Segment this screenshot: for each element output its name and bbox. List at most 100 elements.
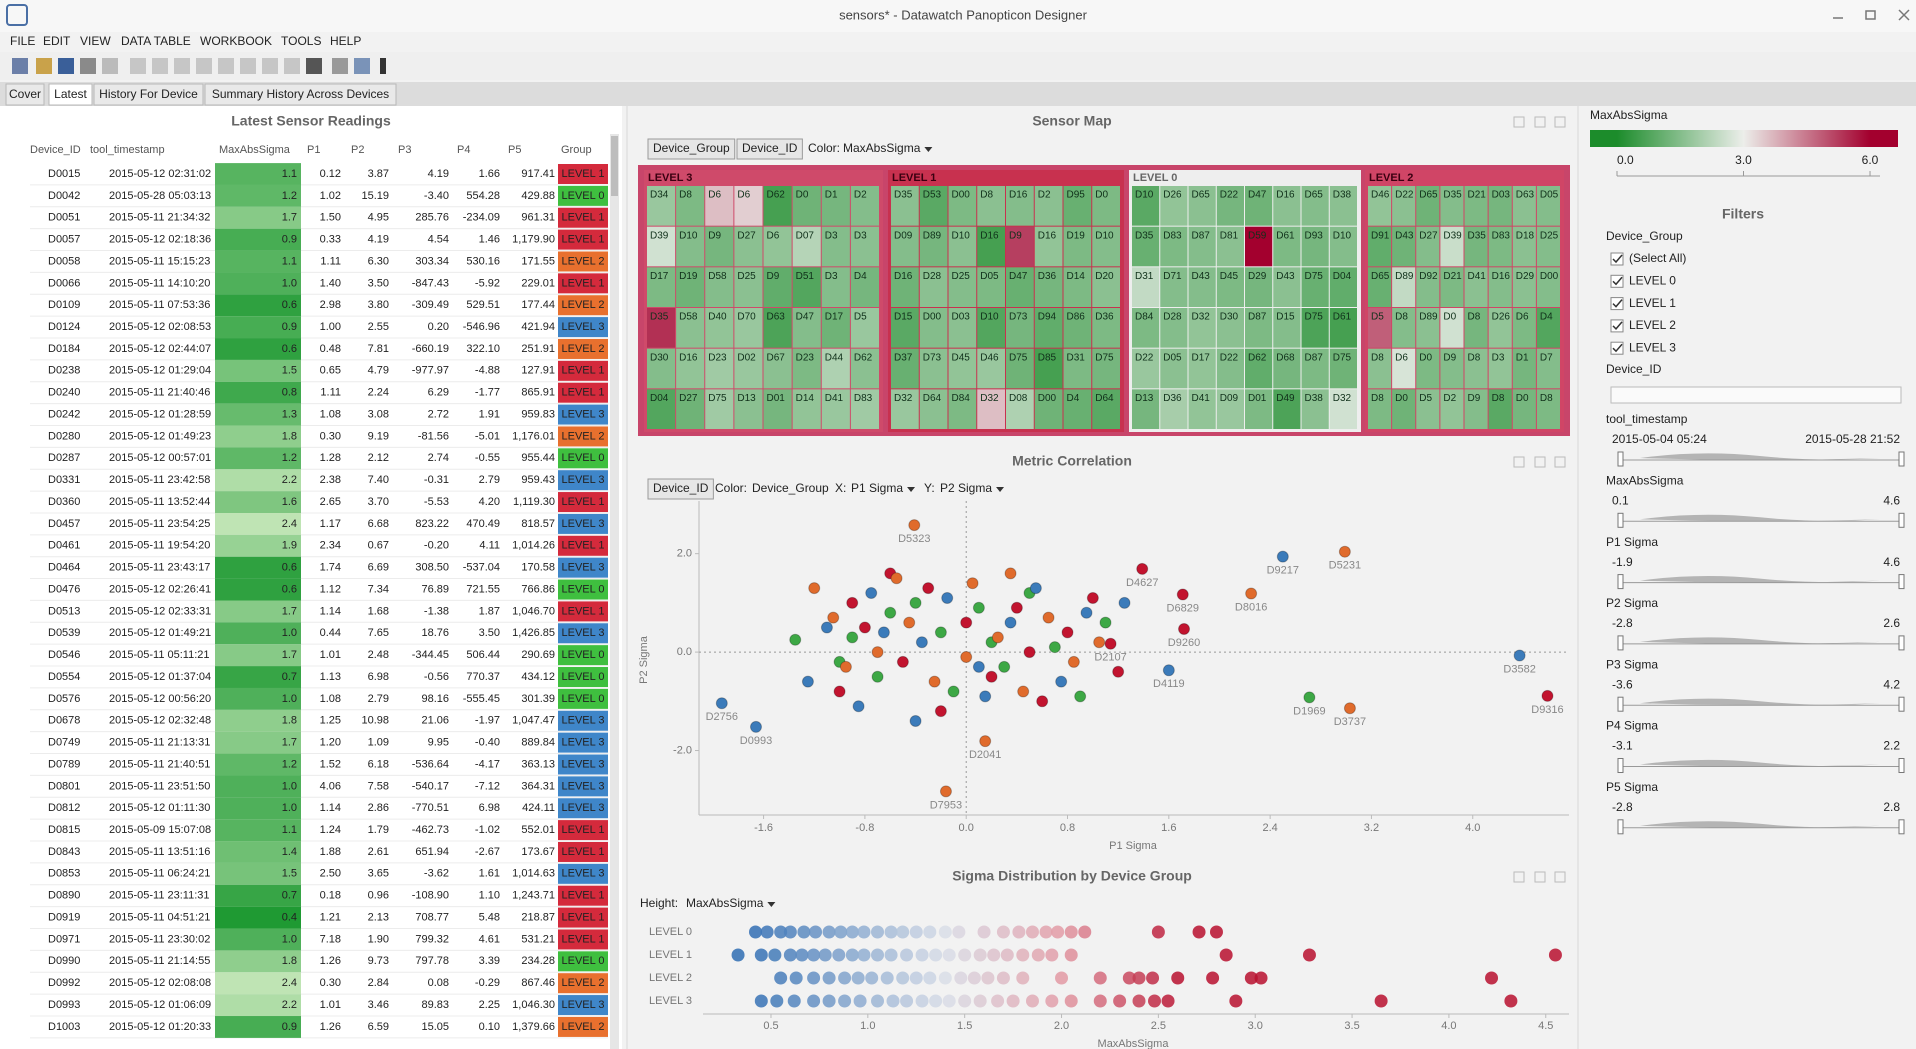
strip-dot[interactable] [838,971,852,985]
strip-dot[interactable] [809,925,823,939]
scatter-point[interactable] [890,572,903,585]
sensor-cell[interactable] [1329,389,1357,429]
sensor-cell[interactable] [1188,267,1216,307]
dropdown-arrow[interactable] [996,487,1005,492]
strip-dot[interactable] [952,925,966,939]
sensor-cell[interactable] [1536,308,1560,348]
window-controls[interactable] [1833,9,1910,21]
range-handle[interactable] [1898,696,1905,712]
scatter-point[interactable] [749,720,762,733]
scatter-point[interactable] [1086,591,1099,604]
sensor-cell[interactable] [1512,389,1536,429]
strip-dot[interactable] [774,971,788,985]
column-header[interactable]: P3 [398,144,411,156]
scatter-point[interactable] [1080,606,1093,619]
sensor-cell[interactable] [1216,226,1244,267]
scatter-point[interactable] [820,621,833,634]
scatter-point[interactable] [991,631,1004,644]
sensor-cell[interactable] [1536,389,1560,429]
dropdown-arrow[interactable] [924,147,933,152]
sensor-cell[interactable] [1416,186,1440,226]
strip-dot[interactable] [896,971,910,985]
sensor-cell[interactable] [821,308,850,348]
sensor-cell[interactable] [1392,267,1416,307]
sensor-cell[interactable] [1006,267,1034,307]
sensor-cell[interactable] [1063,389,1092,429]
sensor-cell[interactable] [1301,267,1329,307]
panel-icon[interactable] [1534,456,1546,468]
control-label[interactable]: MaxAbsSigma [686,896,764,910]
sensor-cell[interactable] [1188,226,1216,267]
scatter-point[interactable] [1042,611,1055,624]
scatter-point[interactable] [839,660,852,673]
sensor-cell[interactable] [1416,389,1440,429]
sensor-cell[interactable] [1416,226,1440,267]
strip-dot[interactable] [770,994,784,1008]
strip-dot[interactable] [938,971,952,985]
sensor-cell[interactable] [1034,308,1063,348]
strip-dot[interactable] [1132,994,1146,1008]
column-header[interactable]: P1 [307,144,320,156]
strip-dot[interactable] [807,971,821,985]
sensor-cell[interactable] [891,186,919,226]
sensor-cell[interactable] [1536,348,1560,389]
sensor-cell[interactable] [676,186,705,226]
strip-dot[interactable] [1192,925,1206,939]
sensor-cell[interactable] [647,348,676,389]
sensor-cell[interactable] [647,186,676,226]
sensor-cell[interactable] [1273,308,1301,348]
menu-item[interactable]: TOOLS [281,34,321,48]
strip-dot[interactable] [973,994,987,1008]
sensor-cell[interactable] [1092,226,1120,267]
scatter-point[interactable] [1178,622,1191,635]
sensor-cell[interactable] [1273,267,1301,307]
strip-dot[interactable] [871,925,885,939]
sensor-cell[interactable] [1464,186,1488,226]
range-handle[interactable] [1617,819,1624,835]
button-frame[interactable] [736,138,803,160]
scatter-point[interactable] [979,690,992,703]
sensor-cell[interactable] [919,186,948,226]
column-header[interactable]: P4 [457,144,470,156]
sensor-cell[interactable] [1368,226,1392,267]
sensor-cell[interactable] [1132,348,1160,389]
strip-dot[interactable] [929,994,943,1008]
strip-dot[interactable] [857,948,871,962]
sensor-cell[interactable] [1273,226,1301,267]
strip-dot[interactable] [987,948,1001,962]
sensor-cell[interactable] [647,226,676,267]
sensor-cell[interactable] [1034,348,1063,389]
range-handle[interactable] [1617,451,1624,467]
scatter-point[interactable] [1004,616,1017,629]
strip-dot[interactable] [1132,971,1146,985]
column-header[interactable]: P5 [508,144,521,156]
strip-dot[interactable] [991,994,1005,1008]
sensor-cell[interactable] [1160,348,1188,389]
sensor-cell[interactable] [676,226,705,267]
strip-dot[interactable] [1219,948,1233,962]
sensor-cell[interactable] [1092,389,1120,429]
sensor-cell[interactable] [1160,186,1188,226]
strip-dot[interactable] [1229,994,1243,1008]
scatter-point[interactable] [972,601,985,614]
strip-dot[interactable] [958,948,972,962]
column-header[interactable]: P2 [351,144,364,156]
scatter-point[interactable] [1513,649,1526,662]
strip-dot[interactable] [1016,948,1030,962]
strip-dot[interactable] [909,971,923,985]
strip-dot[interactable] [1093,971,1107,985]
strip-dot[interactable] [1209,925,1223,939]
strip-dot[interactable] [795,948,809,962]
sensor-cell[interactable] [1245,267,1273,307]
strip-dot[interactable] [768,948,782,962]
strip-dot[interactable] [1025,925,1039,939]
column-header[interactable]: MaxAbsSigma [219,144,291,156]
sensor-cell[interactable] [891,267,919,307]
scatter-point[interactable] [1099,616,1112,629]
sensor-cell[interactable] [948,348,977,389]
sensor-cell[interactable] [1488,389,1512,429]
menu-item[interactable]: EDIT [43,34,71,48]
strip-dot[interactable] [977,925,991,939]
strip-dot[interactable] [1302,948,1316,962]
tab[interactable] [5,83,45,106]
